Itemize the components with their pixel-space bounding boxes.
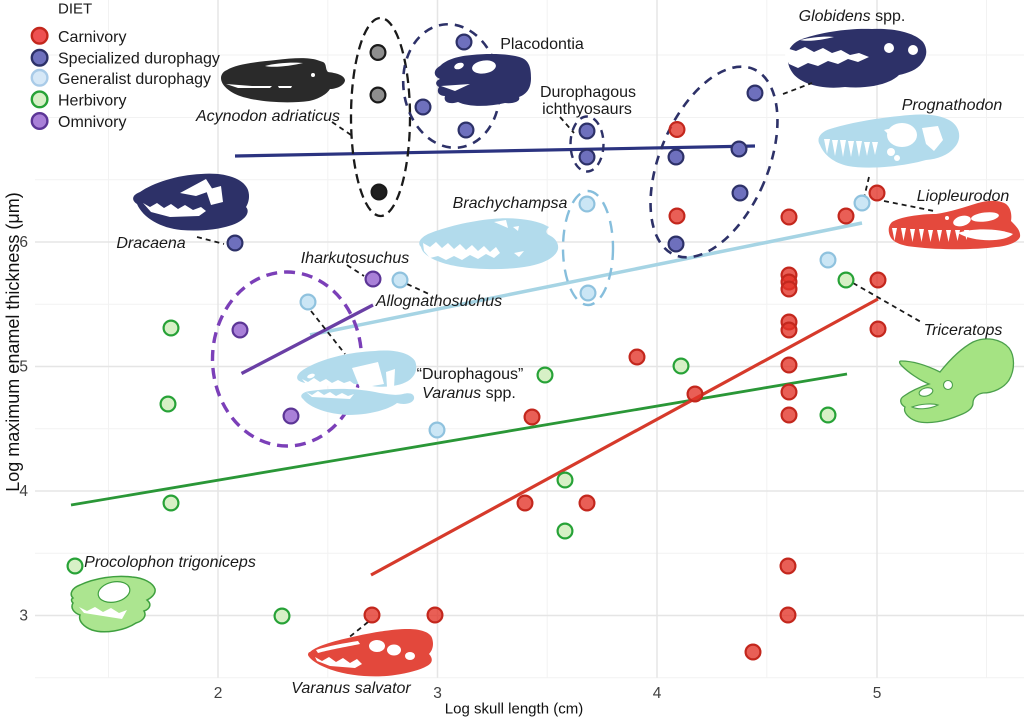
svg-text:Allognathosuchus: Allognathosuchus: [375, 293, 502, 310]
svg-text:ichthyosaurs: ichthyosaurs: [542, 101, 632, 118]
svg-text:“Durophagous”: “Durophagous”: [417, 366, 524, 383]
svg-text:6: 6: [19, 234, 28, 251]
svg-text:Omnivory: Omnivory: [58, 114, 126, 131]
svg-text:5: 5: [19, 359, 28, 376]
svg-text:Brachychampsa: Brachychampsa: [453, 195, 568, 212]
svg-text:3: 3: [19, 608, 28, 625]
svg-text:Triceratops: Triceratops: [924, 322, 1003, 339]
svg-text:4: 4: [19, 483, 28, 500]
svg-text:5: 5: [873, 685, 882, 702]
svg-text:Log skull length (cm): Log skull length (cm): [445, 701, 583, 718]
svg-text:Dracaena: Dracaena: [116, 235, 185, 252]
svg-text:3: 3: [433, 685, 442, 702]
svg-text:Herbivory: Herbivory: [58, 92, 126, 109]
svg-text:Log maximum enamel thickness (: Log maximum enamel thickness (μm): [3, 192, 23, 491]
svg-text:2: 2: [214, 685, 223, 702]
svg-text:Liopleurodon: Liopleurodon: [917, 188, 1010, 205]
svg-text:Iharkutosuchus: Iharkutosuchus: [301, 250, 410, 267]
svg-text:Prognathodon: Prognathodon: [902, 97, 1003, 114]
svg-text:Carnivory: Carnivory: [58, 29, 126, 46]
svg-text:Specialized durophagy: Specialized durophagy: [58, 51, 220, 68]
svg-text:Placodontia: Placodontia: [500, 36, 584, 53]
svg-text:Varanus salvator: Varanus salvator: [291, 680, 411, 697]
svg-text:4: 4: [653, 685, 662, 702]
svg-text:Globidens spp.: Globidens spp.: [799, 8, 906, 25]
svg-text:Generalist durophagy: Generalist durophagy: [58, 71, 211, 88]
svg-text:Varanus spp.: Varanus spp.: [422, 385, 516, 402]
svg-text:Acynodon adriaticus: Acynodon adriaticus: [195, 108, 340, 125]
svg-text:Procolophon trigoniceps: Procolophon trigoniceps: [84, 554, 256, 571]
svg-text:Durophagous: Durophagous: [540, 84, 636, 101]
svg-text:DIET: DIET: [58, 1, 92, 18]
